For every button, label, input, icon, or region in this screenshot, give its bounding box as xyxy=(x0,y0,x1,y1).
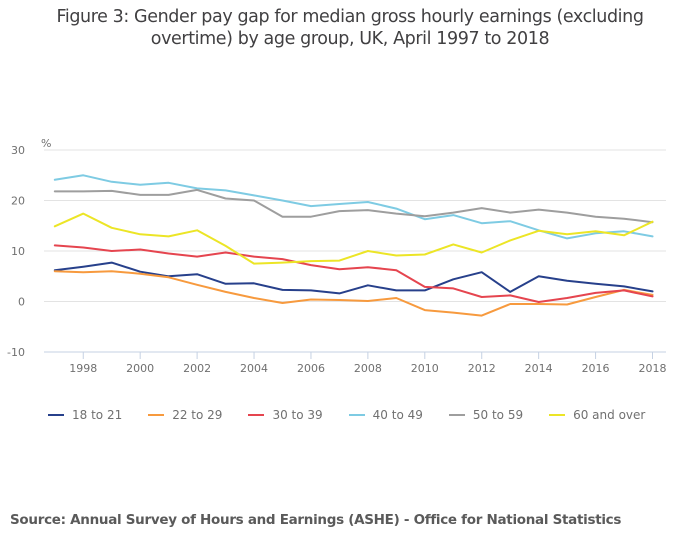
legend-label: 60 and over xyxy=(573,408,646,422)
legend-label: 50 to 59 xyxy=(472,408,524,422)
y-tick-label: 20 xyxy=(11,195,25,208)
legend-label: 40 to 49 xyxy=(372,408,423,422)
series-line-30-to-39 xyxy=(53,244,654,303)
x-axis: 1998 2000 2002 2004 2006 2008 2010 2012 2014 2016… xyxy=(69,352,667,375)
x-tick-label: 2008 xyxy=(354,362,382,375)
chart-title-line-1: Figure 3: Gender pay gap for median gros… xyxy=(56,7,644,27)
x-tick-label: 2004 xyxy=(240,362,268,375)
legend-swatch xyxy=(549,414,566,416)
legend-swatch xyxy=(348,414,365,416)
series-line-22-to-29 xyxy=(53,270,654,317)
legend: 18 to 21 22 to 29 30 to 39 40 to 49 50 to 59… xyxy=(48,408,671,422)
legend-label: 18 to 21 xyxy=(72,408,123,422)
legend-item[interactable]: 60 and over xyxy=(549,408,645,422)
chart-title-line-2: overtime) by age group, UK, April 1997 t… xyxy=(150,29,550,49)
x-tick-label: 2006 xyxy=(297,362,325,375)
legend-swatch xyxy=(48,414,64,416)
x-tick-label: 2000 xyxy=(126,362,154,375)
legend-swatch xyxy=(448,414,465,416)
legend-label: 30 to 39 xyxy=(272,408,323,422)
legend-item[interactable]: 40 to 49 xyxy=(348,408,423,422)
legend-item[interactable]: 18 to 21 xyxy=(48,408,122,422)
series-lines xyxy=(53,174,654,317)
series-line-50-to-59 xyxy=(53,188,654,224)
y-tick-label: -10 xyxy=(7,346,25,359)
y-tick-label: 30 xyxy=(11,144,25,157)
series-line-60-and-over xyxy=(53,212,654,265)
y-tick-label: 0 xyxy=(18,296,25,309)
legend-item[interactable]: 30 to 39 xyxy=(248,408,323,422)
legend-swatch xyxy=(248,414,265,416)
legend-swatch xyxy=(148,414,165,416)
y-tick-label: 10 xyxy=(11,245,25,258)
x-tick-label: 2012 xyxy=(468,362,496,375)
x-tick-label: 2010 xyxy=(411,362,439,375)
y-axis-label: % xyxy=(41,137,51,150)
gridlines xyxy=(44,149,666,353)
x-tick-label: 2002 xyxy=(183,362,211,375)
y-axis-ticks: 30 20 10 0 -10 xyxy=(7,144,25,359)
chart-title: Figure 3: Gender pay gap for median gros… xyxy=(0,6,700,50)
legend-label: 22 to 29 xyxy=(172,408,223,422)
x-tick-label: 1998 xyxy=(69,362,97,375)
series-line-40-to-49 xyxy=(53,174,654,240)
x-tick-label: 2016 xyxy=(582,362,610,375)
x-tick-label: 2014 xyxy=(525,362,553,375)
legend-item[interactable]: 22 to 29 xyxy=(148,408,222,422)
series-line-18-to-21 xyxy=(53,261,654,295)
source-note: Source: Annual Survey of Hours and Earni… xyxy=(10,512,622,528)
legend-item[interactable]: 50 to 59 xyxy=(448,408,524,422)
x-tick-label: 2018 xyxy=(639,362,667,375)
